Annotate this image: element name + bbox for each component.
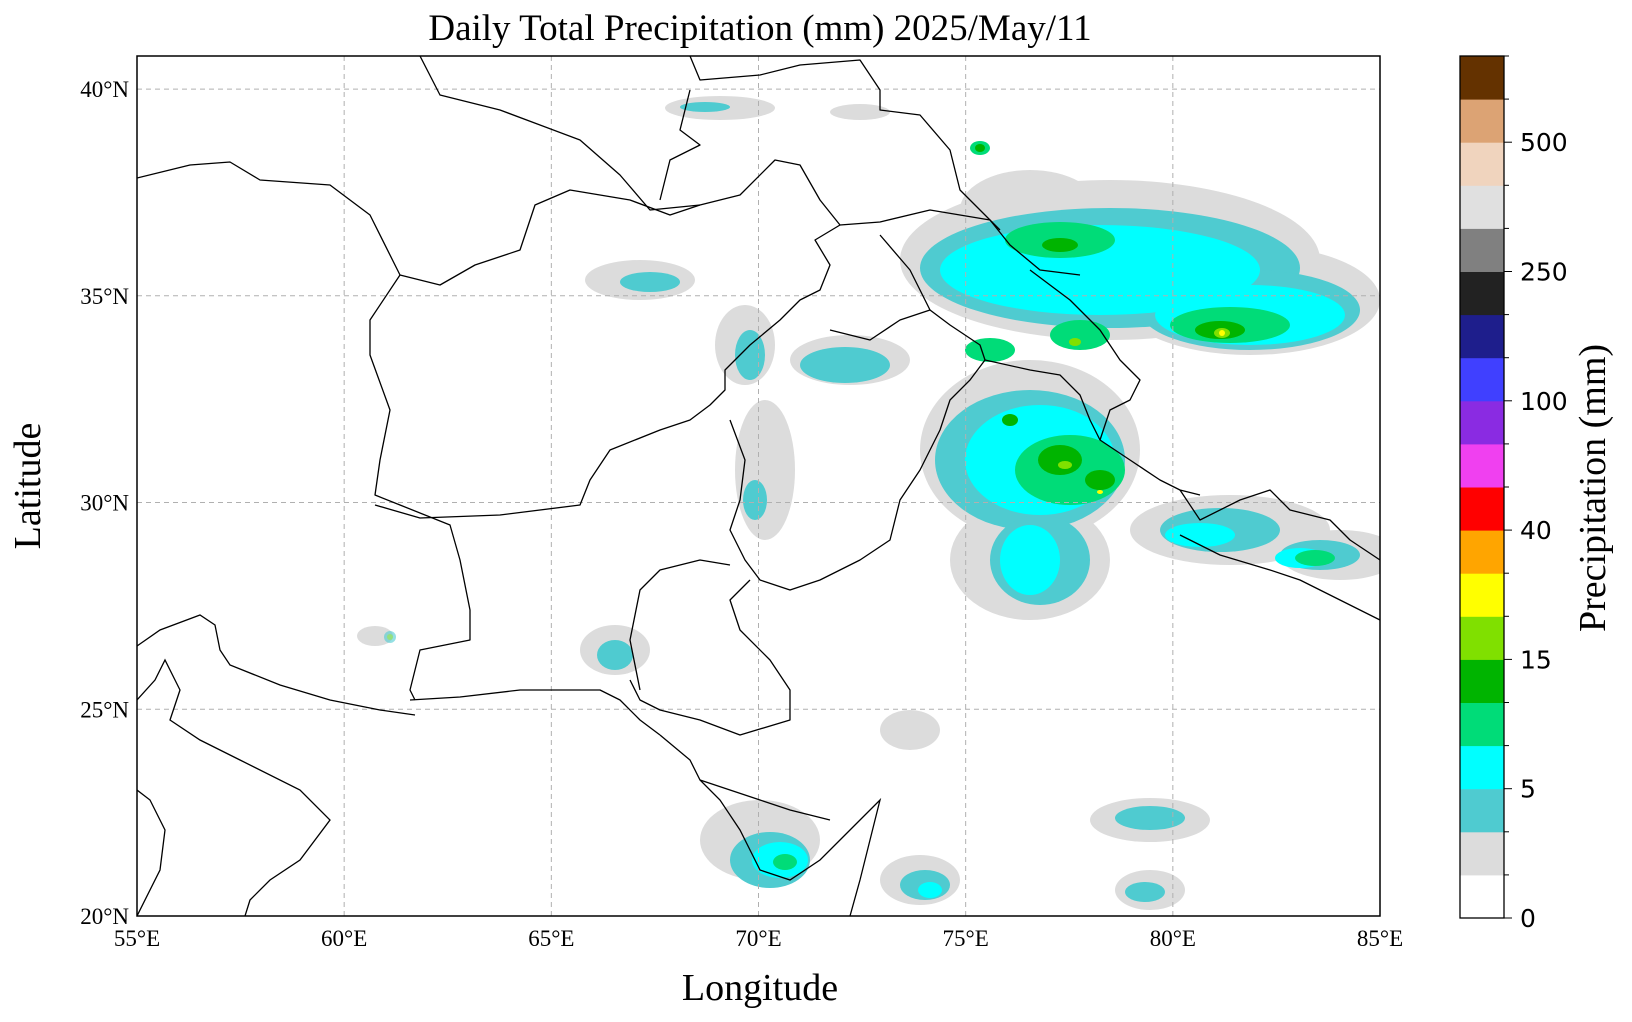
colorbar: 0 5 15 40 100 250 500 [1459,55,1568,933]
colorbar-label: Precipitation (mm) [1572,344,1614,632]
lat-tick-label: 20°N [80,904,129,929]
map-frame [136,55,1381,917]
map-title: Daily Total Precipitation (mm) 2025/May/… [428,8,1091,49]
y-axis-label: Latitude [7,423,49,550]
colorbar-tick-label: 0 [1520,904,1536,933]
colorbar-segment [1460,228,1504,272]
country-borders [137,56,1380,916]
lon-tick-label: 60°E [321,926,367,951]
x-axis-label: Longitude [682,967,838,1009]
lat-tick-label: 25°N [80,697,129,722]
precipitation-field [357,96,1380,910]
colorbar-segment [1460,702,1504,747]
colorbar-segment [1460,831,1504,876]
colorbar-segment [1460,443,1504,488]
lat-tick-label: 30°N [80,491,129,516]
colorbar-segment [1460,185,1504,229]
colorbar-segment [1460,874,1504,919]
colorbar-segment [1460,530,1504,574]
colorbar-segment [1460,487,1504,531]
colorbar-segment [1460,659,1504,703]
colorbar-tick-label: 15 [1520,645,1552,674]
latitude-ticks: 20°N 25°N 30°N 35°N 40°N [80,77,129,929]
colorbar-tick-label: 5 [1520,775,1536,804]
colorbar-segment [1460,400,1504,445]
colorbar-segment [1460,314,1504,359]
lon-tick-label: 75°E [943,926,989,951]
colorbar-segment [1460,788,1504,833]
longitude-ticks: 55°E 60°E 65°E 70°E 75°E 80°E 85°E [114,926,1403,951]
colorbar-tick-label: 100 [1520,387,1568,416]
colorbar-tick-label: 250 [1520,258,1568,287]
colorbar-segment [1460,271,1504,316]
lon-tick-label: 55°E [114,926,160,951]
lon-tick-label: 85°E [1357,926,1403,951]
colorbar-segment [1460,357,1504,402]
colorbar-segment [1460,56,1504,100]
colorbar-segment [1460,99,1504,143]
lon-tick-label: 70°E [735,926,781,951]
lon-tick-label: 65°E [528,926,574,951]
lat-tick-label: 35°N [80,284,129,309]
lat-tick-label: 40°N [80,77,129,102]
colorbar-tick-label: 500 [1520,128,1568,157]
lon-tick-label: 80°E [1150,926,1196,951]
colorbar-tick-label: 40 [1520,516,1552,545]
colorbar-segment [1460,616,1504,660]
map-gridlines [137,56,1380,916]
colorbar-segment [1460,573,1504,617]
colorbar-segment [1460,745,1504,790]
colorbar-segment [1460,142,1504,186]
